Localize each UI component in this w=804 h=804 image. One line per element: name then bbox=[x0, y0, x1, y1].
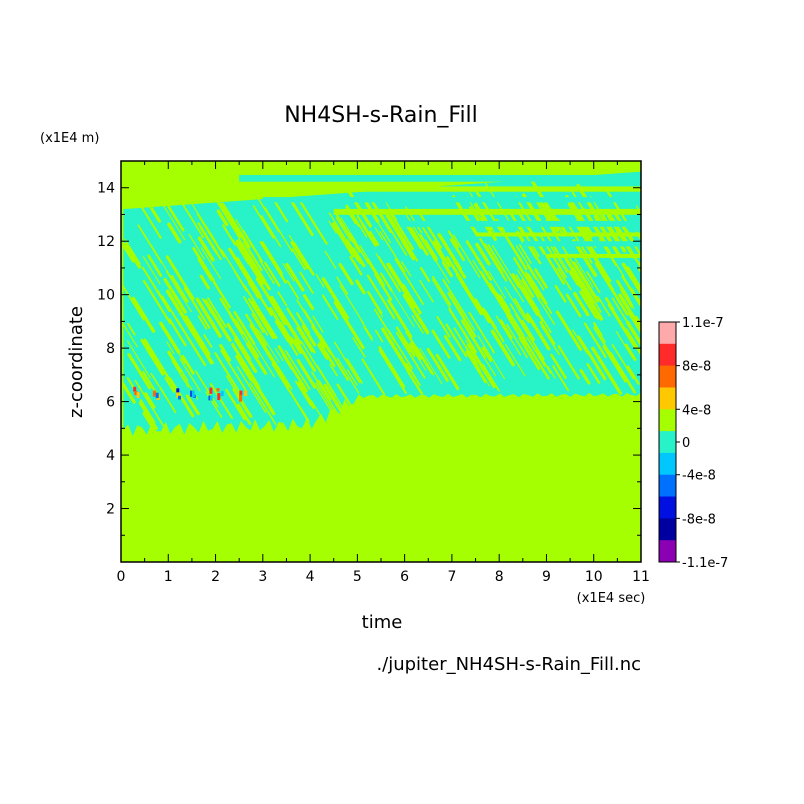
y-tick-label: 12 bbox=[97, 234, 115, 250]
colorbar-segment bbox=[659, 496, 676, 519]
x-tick-label: 4 bbox=[306, 569, 315, 585]
x-tick-label: 0 bbox=[117, 569, 126, 585]
x-axis-label: time bbox=[362, 612, 403, 633]
colorbar-segment bbox=[659, 322, 676, 345]
colorbar-label: 1.1e-7 bbox=[682, 316, 724, 331]
colorbar: 1.1e-7 8e-8 4e-8 0 -4e-8 -8e-8 -1.1e-7 bbox=[658, 316, 728, 571]
colorbar-segment bbox=[659, 431, 676, 454]
x-tick-label: 9 bbox=[542, 569, 551, 585]
colorbar-segment bbox=[659, 343, 676, 367]
x-unit-label: (x1E4 sec) bbox=[577, 591, 646, 606]
colorbar-segment bbox=[659, 540, 676, 563]
y-tick-label: 2 bbox=[106, 502, 115, 518]
y-axis-ticks: 2 4 6 8 10 12 14 bbox=[97, 181, 641, 536]
plot-area bbox=[120, 160, 642, 563]
source-file-label: ./jupiter_NH4SH-s-Rain_Fill.nc bbox=[376, 654, 641, 675]
colorbar-label: -4e-8 bbox=[682, 469, 716, 484]
x-tick-label: 3 bbox=[258, 569, 267, 585]
colorbar-label: -1.1e-7 bbox=[682, 556, 728, 571]
y-tick-label: 10 bbox=[97, 288, 115, 304]
x-axis-ticks: 0 1 2 3 4 5 6 7 8 9 10 11 bbox=[117, 161, 650, 585]
y-tick-label: 4 bbox=[106, 448, 115, 464]
colorbar-segment bbox=[659, 452, 676, 476]
colorbar-segment bbox=[659, 365, 676, 388]
y-axis-label: z-coordinate bbox=[66, 306, 87, 418]
x-tick-label: 7 bbox=[447, 569, 456, 585]
x-tick-label: 8 bbox=[495, 569, 504, 585]
colorbar-label: 4e-8 bbox=[682, 403, 711, 418]
colorbar-segment bbox=[659, 518, 676, 541]
colorbar-segment bbox=[659, 409, 676, 432]
y-unit-label: (x1E4 m) bbox=[40, 131, 99, 146]
x-tick-label: 5 bbox=[353, 569, 362, 585]
heatmap-field bbox=[121, 161, 641, 562]
colorbar-segment bbox=[659, 474, 676, 497]
colorbar-segment bbox=[659, 387, 676, 410]
colorbar-label: 0 bbox=[682, 436, 690, 451]
chart-title: NH4SH-s-Rain_Fill bbox=[284, 103, 478, 128]
colorbar-label: -8e-8 bbox=[682, 512, 716, 527]
x-tick-label: 10 bbox=[585, 569, 603, 585]
x-tick-label: 6 bbox=[400, 569, 409, 585]
x-tick-label: 2 bbox=[211, 569, 220, 585]
y-tick-label: 6 bbox=[106, 395, 115, 411]
y-tick-label: 8 bbox=[106, 341, 115, 357]
y-tick-label: 14 bbox=[97, 181, 115, 197]
colorbar-label: 8e-8 bbox=[682, 360, 711, 375]
x-tick-label: 11 bbox=[632, 569, 650, 585]
x-tick-label: 1 bbox=[164, 569, 173, 585]
early-spots bbox=[133, 386, 248, 402]
